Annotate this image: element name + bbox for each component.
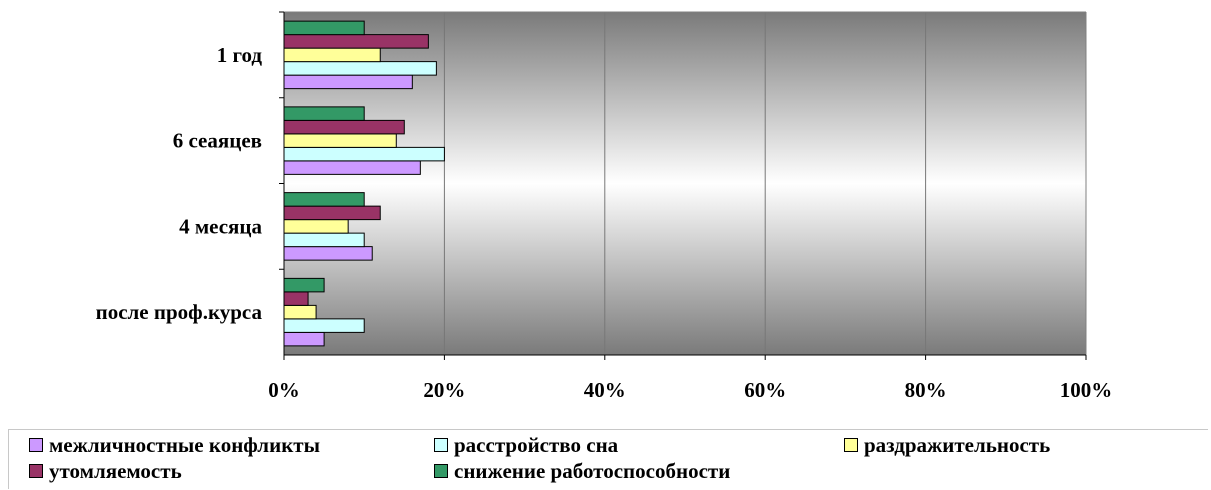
legend-label: раздражительность (864, 432, 1051, 457)
bar (283, 291, 309, 306)
bar (283, 74, 413, 90)
category-labels: после проф.курса 4 месяца 6 сеаяцев 1 год (96, 11, 284, 324)
bar (283, 119, 405, 135)
x-tick-label: 100% (1060, 378, 1113, 402)
x-tick-label: 0% (268, 378, 300, 402)
x-tick-label: 40% (584, 378, 626, 402)
bar (283, 277, 325, 293)
legend-item: раздражительность (844, 432, 1050, 458)
category-label: 4 месяца (179, 214, 262, 238)
category-label: после проф.курса (96, 300, 263, 324)
legend-swatch (29, 464, 43, 478)
legend-swatch (434, 438, 448, 452)
bar (283, 318, 365, 333)
legend-swatch (844, 438, 858, 452)
legend-label: утомляемость (49, 458, 182, 483)
legend-label: снижение работоспособности (454, 458, 731, 483)
legend-item: снижение работоспособности (434, 458, 730, 484)
x-tick-label: 60% (744, 378, 786, 402)
bars (283, 20, 445, 347)
legend-swatch (434, 464, 448, 478)
legend-swatch (29, 438, 43, 452)
x-tick-label: 80% (905, 378, 947, 402)
bar (283, 331, 325, 347)
legend-item: утомляемость (29, 458, 182, 484)
bar (283, 61, 437, 76)
legend-item: межличностные конфликты (29, 432, 320, 458)
legend: межличностные конфликты расстройство сна р… (8, 429, 1208, 489)
bar (283, 192, 365, 207)
bar (283, 246, 373, 261)
category-label: 1 год (217, 43, 263, 67)
category-label: 6 сеаяцев (173, 129, 262, 153)
bar-chart: после проф.курса 4 месяца 6 сеаяцев 1 год 0… (96, 11, 1112, 402)
bar (283, 47, 381, 63)
bar (283, 106, 365, 121)
bar (283, 205, 381, 221)
bar (283, 219, 349, 234)
bar (283, 304, 317, 320)
bar (283, 133, 397, 148)
gridlines (443, 12, 1087, 355)
legend-label: межличностные конфликты (49, 432, 321, 457)
legend-item: расстройство сна (434, 432, 618, 458)
bar (283, 160, 421, 175)
bar (283, 34, 429, 49)
x-tick-label: 20% (423, 378, 465, 402)
legend-label: расстройство сна (454, 432, 619, 457)
bar (283, 232, 365, 248)
x-tick-labels: 0% 20% 40% 60% 80% 100% (268, 355, 1112, 402)
bar (283, 20, 365, 36)
bar (283, 146, 445, 162)
